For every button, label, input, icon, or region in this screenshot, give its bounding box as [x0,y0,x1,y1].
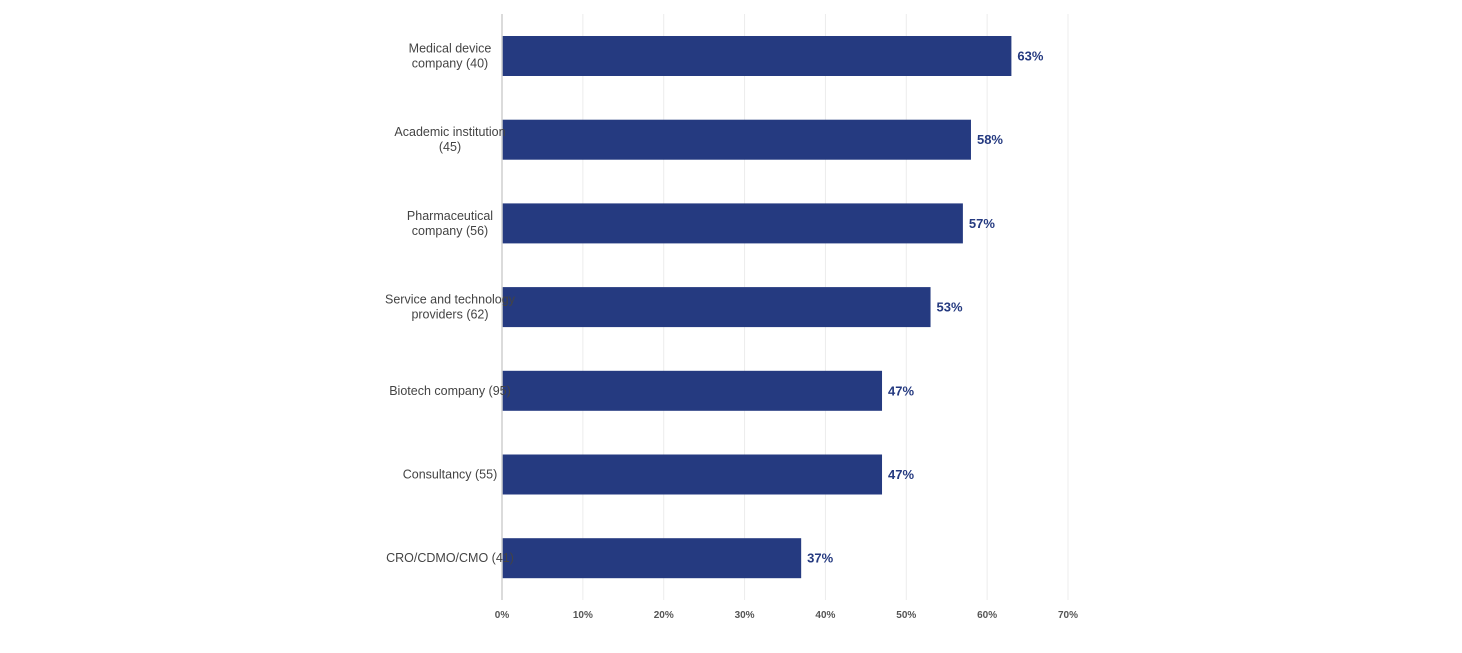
x-tick-label: 10% [573,610,593,621]
data-label: 63% [1017,49,1043,64]
category-label: Consultancy (55) [403,468,498,482]
data-label: 47% [888,383,914,398]
bar [502,454,883,495]
category-label: Pharmaceutical [407,209,493,223]
category-label: company (40) [412,57,488,71]
axes: 0% 10% 20% 30% 40% 50% 60% 70% [495,14,1078,621]
bar [502,119,971,160]
bar [502,36,1012,76]
x-tick-label: 60% [977,610,997,621]
data-label: 57% [969,216,995,231]
category-label: Biotech company (95) [389,384,511,398]
data-label: 37% [807,551,833,566]
x-tick-label: 30% [735,610,755,621]
category-label: Medical device [409,42,492,56]
x-tick-label: 50% [896,610,916,621]
data-label: 47% [888,467,914,482]
category-label: company (56) [412,224,488,238]
bars [502,36,1012,579]
bar [502,370,883,411]
bar [502,203,963,244]
x-tick-label: 70% [1058,610,1078,621]
category-label: CRO/CDMO/CMO (41) [386,551,514,565]
x-tick-label: 20% [654,610,674,621]
category-label: providers (62) [411,308,488,322]
x-tick-label: 0% [495,610,510,621]
bar [502,538,802,579]
data-label: 53% [937,300,963,315]
category-label: Service and technology [385,293,516,307]
x-tick-label: 40% [815,610,835,621]
category-label: Academic institution [394,125,505,139]
bar [502,287,931,328]
data-label: 58% [977,132,1003,147]
category-label: (45) [439,140,461,154]
